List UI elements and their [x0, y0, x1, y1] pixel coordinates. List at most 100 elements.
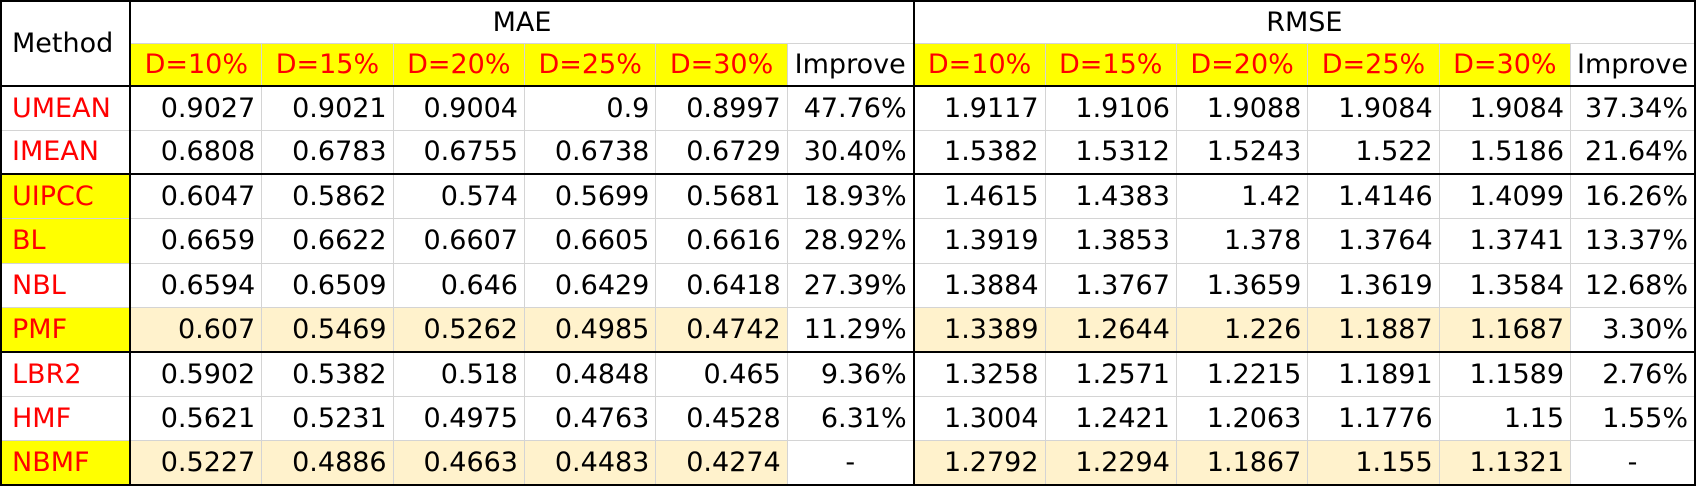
rmse-density-header: D=30% — [1438, 42, 1572, 87]
rmse-density-header: D=15% — [1044, 42, 1177, 87]
rmse-header: RMSE — [913, 0, 1696, 44]
mae-value: 0.5699 — [523, 173, 657, 220]
mae-value: 0.9021 — [261, 85, 394, 131]
rmse-improve-value: - — [1570, 440, 1696, 486]
mae-value: 0.5902 — [129, 351, 263, 397]
table-row: UMEAN 0.9027 0.9021 0.9004 0.9 0.8997 47… — [0, 85, 1696, 131]
rmse-improve-header: Improve — [1570, 42, 1696, 87]
mae-improve-value: - — [786, 440, 915, 486]
rmse-improve-value: 37.34% — [1570, 85, 1696, 131]
mae-value: 0.4483 — [523, 440, 657, 486]
rmse-value: 1.5312 — [1044, 129, 1177, 176]
method-name: UMEAN — [0, 85, 132, 131]
rmse-value: 1.3389 — [913, 306, 1046, 353]
rmse-value: 1.1887 — [1307, 306, 1440, 353]
table-row: PMF 0.607 0.5469 0.5262 0.4985 0.4742 11… — [0, 306, 1696, 353]
rmse-value: 1.9106 — [1044, 85, 1177, 131]
header-row-top: Method MAE RMSE — [0, 0, 1696, 87]
rmse-value: 1.4099 — [1438, 173, 1572, 220]
rmse-value: 1.2792 — [913, 440, 1046, 486]
rmse-value: 1.4383 — [1044, 173, 1177, 220]
rmse-value: 1.2063 — [1175, 395, 1309, 442]
mae-value: 0.4528 — [655, 395, 788, 442]
rmse-value: 1.5243 — [1175, 129, 1309, 176]
mae-value: 0.9027 — [129, 85, 263, 131]
method-name: UIPCC — [0, 173, 132, 220]
rmse-value: 1.1687 — [1438, 306, 1572, 353]
rmse-density-header: D=25% — [1307, 42, 1440, 87]
mae-value: 0.5862 — [261, 173, 394, 220]
rmse-value: 1.9084 — [1307, 85, 1440, 131]
table-row: LBR2 0.5902 0.5382 0.518 0.4848 0.465 9.… — [0, 351, 1696, 397]
mae-header: MAE — [129, 0, 915, 44]
mae-value: 0.9 — [523, 85, 657, 131]
mae-value: 0.4742 — [655, 306, 788, 353]
mae-density-header: D=10% — [129, 42, 263, 87]
rmse-improve-value: 21.64% — [1570, 129, 1696, 176]
rmse-value: 1.2215 — [1175, 351, 1309, 397]
rmse-value: 1.3258 — [913, 351, 1046, 397]
rmse-value: 1.1776 — [1307, 395, 1440, 442]
mae-value: 0.4886 — [261, 440, 394, 486]
mae-density-header: D=15% — [261, 42, 394, 87]
mae-value: 0.6738 — [523, 129, 657, 176]
table-row: HMF 0.5621 0.5231 0.4975 0.4763 0.4528 6… — [0, 395, 1696, 442]
rmse-value: 1.226 — [1175, 306, 1309, 353]
mae-value: 0.6616 — [655, 218, 788, 264]
method-name: NBMF — [0, 440, 132, 486]
mae-value: 0.6429 — [523, 262, 657, 308]
mae-value: 0.4848 — [523, 351, 657, 397]
method-name: NBL — [0, 262, 132, 308]
mae-density-header: D=20% — [392, 42, 525, 87]
mae-value: 0.8997 — [655, 85, 788, 131]
mae-value: 0.6783 — [261, 129, 394, 176]
mae-value: 0.5227 — [129, 440, 263, 486]
mae-value: 0.5681 — [655, 173, 788, 220]
table-row: UIPCC 0.6047 0.5862 0.574 0.5699 0.5681 … — [0, 173, 1696, 220]
rmse-improve-value: 13.37% — [1570, 218, 1696, 264]
rmse-value: 1.3584 — [1438, 262, 1572, 308]
rmse-value: 1.3884 — [913, 262, 1046, 308]
method-name: IMEAN — [0, 129, 132, 176]
rmse-value: 1.9117 — [913, 85, 1046, 131]
mae-value: 0.9004 — [392, 85, 525, 131]
mae-value: 0.5382 — [261, 351, 394, 397]
rmse-value: 1.2644 — [1044, 306, 1177, 353]
mae-improve-value: 47.76% — [786, 85, 915, 131]
rmse-value: 1.1321 — [1438, 440, 1572, 486]
mae-improve-value: 9.36% — [786, 351, 915, 397]
rmse-value: 1.3767 — [1044, 262, 1177, 308]
rmse-value: 1.5186 — [1438, 129, 1572, 176]
rmse-value: 1.3741 — [1438, 218, 1572, 264]
rmse-value: 1.2571 — [1044, 351, 1177, 397]
rmse-value: 1.3004 — [913, 395, 1046, 442]
table-row: BL 0.6659 0.6622 0.6607 0.6605 0.6616 28… — [0, 218, 1696, 264]
mae-value: 0.6509 — [261, 262, 394, 308]
mae-value: 0.465 — [655, 351, 788, 397]
rmse-value: 1.1891 — [1307, 351, 1440, 397]
rmse-value: 1.42 — [1175, 173, 1309, 220]
rmse-value: 1.4146 — [1307, 173, 1440, 220]
mae-value: 0.5621 — [129, 395, 263, 442]
mae-value: 0.6605 — [523, 218, 657, 264]
mae-value: 0.6808 — [129, 129, 263, 176]
mae-value: 0.6659 — [129, 218, 263, 264]
mae-value: 0.518 — [392, 351, 525, 397]
method-header: Method — [0, 0, 132, 87]
table-row: NBMF 0.5227 0.4886 0.4663 0.4483 0.4274 … — [0, 440, 1696, 486]
mae-value: 0.6594 — [129, 262, 263, 308]
rmse-value: 1.3659 — [1175, 262, 1309, 308]
rmse-density-header: D=10% — [913, 42, 1046, 87]
rmse-density-header: D=20% — [1175, 42, 1309, 87]
mae-improve-value: 28.92% — [786, 218, 915, 264]
mae-value: 0.5231 — [261, 395, 394, 442]
mae-improve-header: Improve — [786, 42, 915, 87]
mae-value: 0.5262 — [392, 306, 525, 353]
header-row-density: D=10% D=15% D=20% D=25% D=30% Improve D=… — [1, 42, 1696, 87]
rmse-value: 1.1589 — [1438, 351, 1572, 397]
rmse-improve-value: 1.55% — [1570, 395, 1696, 442]
method-name: LBR2 — [0, 351, 132, 397]
mae-value: 0.6418 — [655, 262, 788, 308]
rmse-value: 1.1867 — [1175, 440, 1309, 486]
